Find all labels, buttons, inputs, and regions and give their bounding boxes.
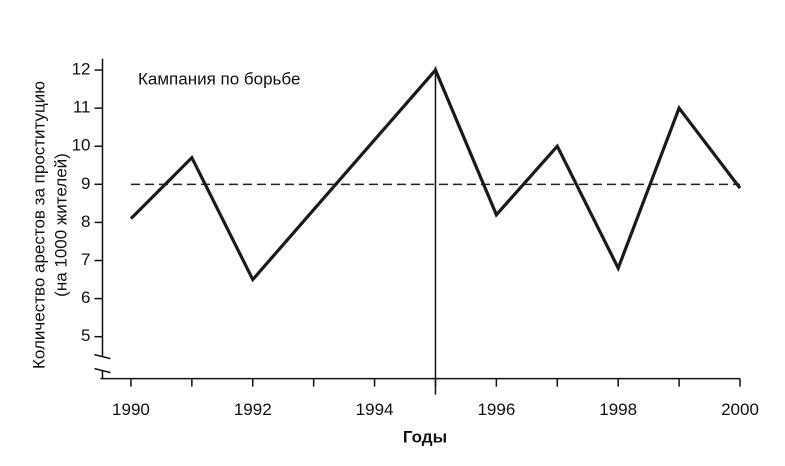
y-tick-label: 7 — [81, 250, 90, 269]
annotation: Кампания по борьбе — [138, 69, 300, 88]
x-axis-label: Годы — [403, 427, 447, 446]
data-line — [129, 67, 742, 283]
y-axis-label: Количество арестов за проституцию (на 10… — [29, 81, 70, 369]
y-tick-label: 11 — [73, 98, 91, 117]
y-axis-label-line: Количество арестов за проституцию — [29, 81, 48, 369]
x-tick-label: 1990 — [112, 400, 150, 419]
y-tick-label: 8 — [81, 212, 90, 231]
y-tick-label: 5 — [81, 326, 90, 345]
x-tick-label: 1992 — [234, 400, 272, 419]
x-tick-label: 1994 — [356, 400, 394, 419]
y-tick-label: 12 — [72, 60, 91, 79]
x-tick-label: 2000 — [721, 400, 759, 419]
axis-break — [94, 353, 111, 374]
x-tick-label: 1998 — [599, 400, 637, 419]
y-tick-label: 10 — [72, 136, 91, 155]
y-tick-label: 6 — [81, 288, 90, 307]
x-tick-label: 1996 — [477, 400, 515, 419]
y-axis-label-line: (на 1000 жителей) — [51, 153, 70, 297]
y-tick-label: 9 — [81, 174, 90, 193]
